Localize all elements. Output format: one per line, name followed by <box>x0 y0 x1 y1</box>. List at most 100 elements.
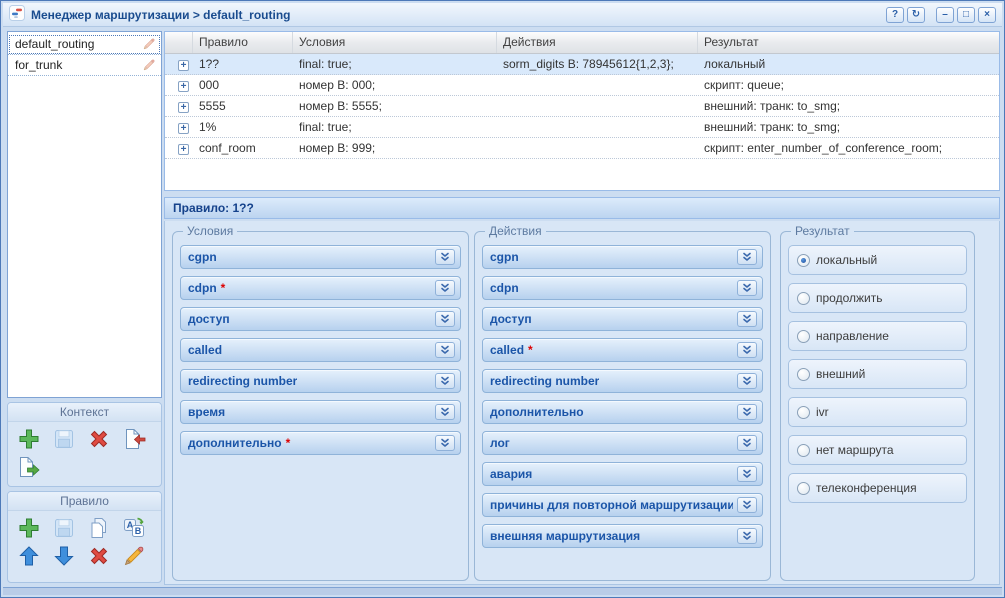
radio-button[interactable] <box>797 329 810 343</box>
expand-section-button[interactable] <box>737 528 757 544</box>
result-option[interactable]: продолжить <box>788 283 967 313</box>
action-section-bar[interactable]: лог * <box>482 431 763 455</box>
radio-button[interactable] <box>797 481 810 495</box>
expand-section-button[interactable] <box>435 280 455 296</box>
radio-button[interactable] <box>797 253 810 267</box>
expand-section-button[interactable] <box>435 342 455 358</box>
rules-grid: Правило Условия Действия Результат + 1??… <box>164 31 1000 191</box>
radio-button[interactable] <box>797 405 810 419</box>
conditions-list: cgpn * cdpn * <box>173 245 468 455</box>
maximize-button[interactable]: □ <box>957 6 975 23</box>
save-context-button[interactable] <box>51 426 77 452</box>
expand-section-button[interactable] <box>737 466 757 482</box>
radio-button[interactable] <box>797 291 810 305</box>
column-header-result[interactable]: Результат <box>704 35 759 49</box>
rule-row[interactable]: + 1?? final: true; sorm_digits B: 789456… <box>165 54 999 75</box>
expand-section-button[interactable] <box>737 280 757 296</box>
chevron-double-down-icon <box>441 376 449 385</box>
expand-row-icon[interactable]: + <box>178 123 189 134</box>
expand-section-button[interactable] <box>737 497 757 513</box>
expand-section-button[interactable] <box>737 311 757 327</box>
edit-rule-button[interactable] <box>121 543 147 569</box>
result-option[interactable]: направление <box>788 321 967 351</box>
action-label: доступ <box>490 312 532 326</box>
delete-context-button[interactable] <box>86 426 112 452</box>
action-section-bar[interactable]: причины для повторной маршрутизации * <box>482 493 763 517</box>
result-option[interactable]: ivr <box>788 397 967 427</box>
chevron-double-down-icon <box>743 469 751 478</box>
expand-section-button[interactable] <box>435 404 455 420</box>
action-section-bar[interactable]: cdpn * <box>482 276 763 300</box>
rule-row[interactable]: + 1% final: true; внешний: транк: to_smg… <box>165 117 999 138</box>
action-label: причины для повторной маршрутизации <box>490 498 733 512</box>
expand-section-button[interactable] <box>737 249 757 265</box>
edit-context-pencil-icon[interactable] <box>142 58 156 72</box>
expand-section-button[interactable] <box>737 435 757 451</box>
expand-row-icon[interactable]: + <box>178 102 189 113</box>
expand-row-icon[interactable]: + <box>178 81 189 92</box>
expand-section-button[interactable] <box>435 373 455 389</box>
edit-context-pencil-icon[interactable] <box>142 37 156 51</box>
expand-row-icon[interactable]: + <box>178 144 189 155</box>
condition-section-bar[interactable]: redirecting number * <box>180 369 461 393</box>
expand-section-button[interactable] <box>737 342 757 358</box>
context-list-item[interactable]: default_routing <box>8 34 161 55</box>
context-group-title: Контекст <box>8 403 161 422</box>
condition-label: cdpn <box>188 281 217 295</box>
radio-button[interactable] <box>797 443 810 457</box>
radio-button[interactable] <box>797 367 810 381</box>
expand-section-button[interactable] <box>435 311 455 327</box>
action-section-bar[interactable]: доступ * <box>482 307 763 331</box>
pencil-icon <box>124 546 144 566</box>
condition-section-bar[interactable]: cgpn * <box>180 245 461 269</box>
expand-section-button[interactable] <box>435 435 455 451</box>
rule-group-title: Правило <box>8 492 161 511</box>
action-label: внешняя маршрутизация <box>490 529 641 543</box>
result-option[interactable]: телеконференция <box>788 473 967 503</box>
rule-row[interactable]: + 000 номер B: 000; скрипт: queue; <box>165 75 999 96</box>
refresh-button[interactable]: ↻ <box>907 6 925 23</box>
move-rule-up-button[interactable] <box>16 543 42 569</box>
minimize-button[interactable]: – <box>936 6 954 23</box>
import-context-button[interactable] <box>121 426 147 452</box>
column-header-actions[interactable]: Действия <box>497 32 698 53</box>
action-section-bar[interactable]: cgpn * <box>482 245 763 269</box>
move-rule-down-button[interactable] <box>51 543 77 569</box>
condition-section-bar[interactable]: called * <box>180 338 461 362</box>
context-list-item[interactable]: for_trunk <box>8 55 161 76</box>
delete-rule-button[interactable] <box>86 543 112 569</box>
result-option-label: направление <box>816 329 889 343</box>
column-header-conditions[interactable]: Условия <box>293 32 497 53</box>
result-option[interactable]: локальный <box>788 245 967 275</box>
add-context-button[interactable] <box>16 426 42 452</box>
copy-rule-button[interactable] <box>86 515 112 541</box>
chevron-double-down-icon <box>743 438 751 447</box>
rename-ab-icon: AB <box>124 517 144 537</box>
expand-section-button[interactable] <box>737 404 757 420</box>
expand-section-button[interactable] <box>435 249 455 265</box>
result-option[interactable]: нет маршрута <box>788 435 967 465</box>
result-option[interactable]: внешний <box>788 359 967 389</box>
rule-row[interactable]: + 5555 номер B: 5555; внешний: транк: to… <box>165 96 999 117</box>
rule-row[interactable]: + conf_room номер B: 999; скрипт: enter_… <box>165 138 999 159</box>
condition-section-bar[interactable]: доступ * <box>180 307 461 331</box>
condition-section-bar[interactable]: время * <box>180 400 461 424</box>
help-button[interactable]: ? <box>886 6 904 23</box>
export-context-button[interactable] <box>16 454 42 480</box>
condition-section-bar[interactable]: cdpn * <box>180 276 461 300</box>
add-rule-button[interactable] <box>16 515 42 541</box>
column-header-rule[interactable]: Правило <box>193 32 293 53</box>
action-section-bar[interactable]: авария * <box>482 462 763 486</box>
chevron-double-down-icon <box>743 252 751 261</box>
expand-row-icon[interactable]: + <box>178 60 189 71</box>
action-section-bar[interactable]: redirecting number * <box>482 369 763 393</box>
required-asterisk: * <box>285 436 291 450</box>
action-section-bar[interactable]: дополнительно * <box>482 400 763 424</box>
expand-section-button[interactable] <box>737 373 757 389</box>
close-button[interactable]: × <box>978 6 996 23</box>
condition-section-bar[interactable]: дополнительно * <box>180 431 461 455</box>
save-rule-button[interactable] <box>51 515 77 541</box>
action-section-bar[interactable]: called * <box>482 338 763 362</box>
action-section-bar[interactable]: внешняя маршрутизация * <box>482 524 763 548</box>
